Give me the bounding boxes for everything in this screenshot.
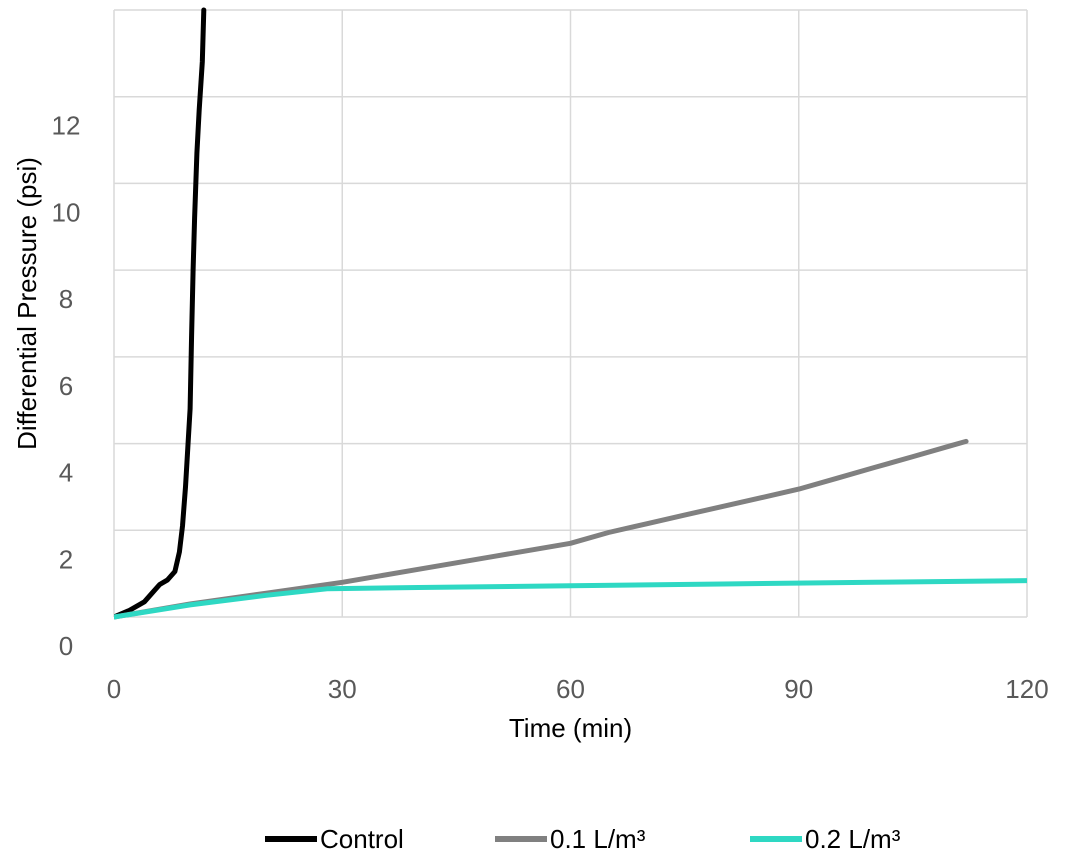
series-line-1 xyxy=(114,438,969,620)
series-lines xyxy=(114,7,1027,620)
x-tick-label: 60 xyxy=(556,674,585,704)
x-axis-label: Time (min) xyxy=(509,713,632,743)
legend-label-2: 0.2 L/m³ xyxy=(805,824,901,854)
legend-label-1: 0.1 L/m³ xyxy=(550,824,646,854)
series-line-2 xyxy=(114,578,1027,620)
x-tick-label: 120 xyxy=(1005,674,1048,704)
y-tick-label: 12 xyxy=(52,111,81,141)
x-axis-ticks: 0 30 60 90 120 xyxy=(107,674,1049,704)
y-tick-label: 6 xyxy=(59,371,73,401)
x-tick-label: 30 xyxy=(328,674,357,704)
y-axis-ticks: 0 2 4 6 8 10 12 xyxy=(52,111,81,661)
y-axis-label: Differential Pressure (psi) xyxy=(12,157,42,450)
legend-label-0: Control xyxy=(320,824,404,854)
y-tick-label: 10 xyxy=(52,197,81,227)
x-tick-label: 90 xyxy=(784,674,813,704)
y-tick-label: 0 xyxy=(59,631,73,661)
x-tick-label: 0 xyxy=(107,674,121,704)
legend: Control 0.1 L/m³ 0.2 L/m³ xyxy=(265,824,901,854)
y-tick-label: 4 xyxy=(59,458,73,488)
y-tick-label: 2 xyxy=(59,544,73,574)
y-tick-label: 8 xyxy=(59,284,73,314)
series-line-0 xyxy=(114,7,207,620)
grid xyxy=(113,9,1028,618)
